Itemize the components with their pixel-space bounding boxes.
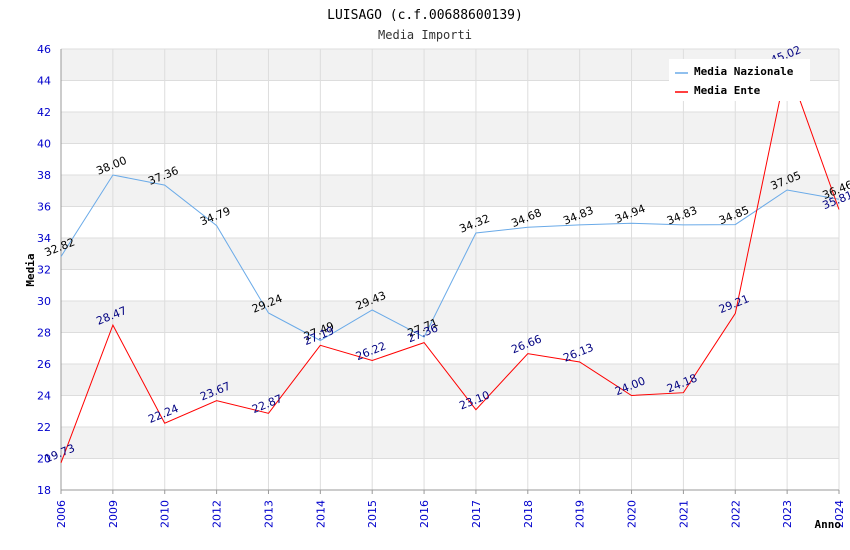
- y-tick-label: 30: [37, 295, 51, 308]
- y-tick-label: 44: [37, 75, 51, 88]
- y-tick-labels: 18 20 22 24 26 28 30 32 34 36 38 40 42 44 46: [37, 43, 51, 497]
- series-line-media-ente: [60, 62, 840, 463]
- y-tick-label: 22: [37, 421, 51, 434]
- legend: Media Nazionale Media Ente: [669, 59, 810, 101]
- plot-band: [61, 175, 839, 207]
- x-tick-label: 2018: [522, 500, 535, 528]
- x-tick-label: 2021: [677, 500, 690, 528]
- plot-band: [61, 427, 839, 459]
- x-tick-label: 2023: [781, 500, 794, 528]
- y-tick-label: 24: [37, 390, 51, 403]
- axes: [60, 49, 840, 494]
- x-tick-label: 2015: [366, 500, 379, 528]
- plot-band: [61, 332, 839, 364]
- legend-box: [669, 59, 810, 101]
- plot-background-bands: [61, 49, 839, 490]
- x-tick-label: 2024: [833, 500, 846, 528]
- chart-title: LUISAGO (c.f.00688600139): [327, 8, 523, 23]
- y-tick-label: 40: [37, 138, 51, 151]
- y-axis-label: Media: [24, 253, 37, 286]
- chart-subtitle: Media Importi: [378, 28, 472, 42]
- legend-label-media-ente: Media Ente: [694, 84, 761, 97]
- plot-band: [61, 458, 839, 490]
- y-tick-label: 34: [37, 232, 51, 245]
- x-tick-label: 2014: [314, 500, 327, 528]
- x-tick-label: 2013: [262, 500, 275, 528]
- y-tick-label: 26: [37, 358, 51, 371]
- y-tick-label: 28: [37, 327, 51, 340]
- y-tick-label: 46: [37, 43, 51, 56]
- series-lines: [60, 62, 840, 463]
- x-tick-label: 2022: [729, 500, 742, 528]
- x-tick-label: 2010: [159, 500, 172, 528]
- grid-lines: [60, 48, 840, 491]
- y-tick-label: 18: [37, 484, 51, 497]
- plot-band: [61, 364, 839, 396]
- x-tick-label: 2016: [418, 500, 431, 528]
- y-tick-label: 36: [37, 201, 51, 214]
- y-tick-label: 42: [37, 106, 51, 119]
- x-tick-label: 2017: [470, 500, 483, 528]
- y-tick-label: 32: [37, 264, 51, 277]
- y-tick-label: 20: [37, 453, 51, 466]
- plot-band: [61, 395, 839, 427]
- x-tick-label: 2009: [107, 500, 120, 528]
- x-axis-label: Anno: [815, 518, 842, 531]
- plot-band: [61, 112, 839, 144]
- plot-band: [61, 238, 839, 270]
- series-line-media-nazionale: [60, 174, 840, 342]
- x-tick-label: 2006: [55, 500, 68, 528]
- legend-label-media-nazionale: Media Nazionale: [694, 65, 794, 78]
- x-tick-label: 2020: [626, 500, 639, 528]
- plot-band: [61, 301, 839, 333]
- x-tick-label: 2012: [211, 500, 224, 528]
- y-tick-label: 38: [37, 169, 51, 182]
- x-tick-labels: 2006 2009 2010 2012 2013 2014 2015 2016 2017 2018…: [55, 500, 846, 528]
- plot-band: [61, 206, 839, 238]
- plot-band: [61, 143, 839, 175]
- x-tick-label: 2019: [574, 500, 587, 528]
